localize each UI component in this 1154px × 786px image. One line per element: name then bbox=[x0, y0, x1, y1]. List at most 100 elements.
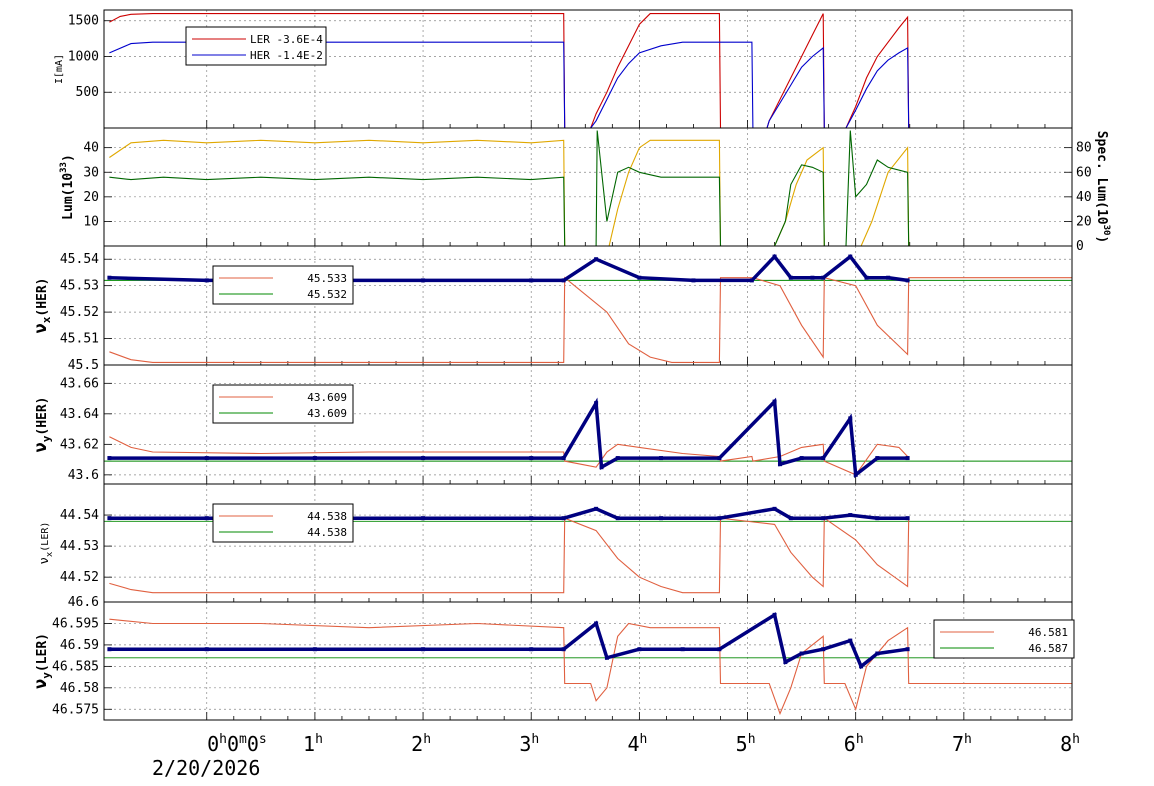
data-point bbox=[107, 456, 112, 461]
legend: 46.581 46.587 bbox=[933, 619, 1075, 659]
data-point bbox=[529, 456, 534, 461]
legend: 44.538 44.538 bbox=[212, 503, 354, 543]
data-point bbox=[561, 516, 566, 521]
x-axis: 0h0m0s 1h 2h 3h 4h 5h 6h 7h 8h 2/20/2026 bbox=[152, 732, 1080, 780]
x-tick-label: 8h bbox=[1060, 732, 1080, 756]
legend: LER -3.6E-4 HER -1.4E-2 bbox=[185, 26, 327, 66]
y-tick-label: 44.54 bbox=[60, 508, 99, 523]
data-point bbox=[107, 275, 112, 280]
data-point bbox=[529, 516, 534, 521]
y-axis-label: Lum(1033) bbox=[59, 154, 76, 220]
data-point bbox=[772, 399, 777, 404]
data-point bbox=[594, 401, 599, 406]
series-line-1 bbox=[109, 436, 908, 476]
legend: 43.609 43.609 bbox=[212, 384, 354, 424]
y2-tick-label: 40 bbox=[1076, 190, 1092, 205]
x-tick-label: 4h bbox=[627, 732, 647, 756]
data-point bbox=[637, 275, 642, 280]
y-tick-label: 1000 bbox=[68, 49, 99, 64]
data-point bbox=[788, 516, 793, 521]
data-point bbox=[691, 278, 696, 283]
data-point bbox=[772, 612, 777, 617]
marker-band bbox=[107, 506, 910, 520]
data-point bbox=[749, 278, 754, 283]
data-point bbox=[561, 456, 566, 461]
data-point bbox=[204, 456, 209, 461]
y-axis-label: νy(LER) bbox=[31, 633, 53, 689]
data-point bbox=[421, 278, 426, 283]
data-point bbox=[594, 506, 599, 511]
y-axis-label: I[mA] bbox=[54, 54, 65, 84]
marker-band bbox=[107, 253, 910, 283]
data-point bbox=[659, 516, 664, 521]
x-tick-label: 0h0m0s bbox=[207, 732, 267, 756]
data-point bbox=[107, 516, 112, 521]
panel-frame bbox=[103, 483, 1073, 603]
legend-label: 46.581 bbox=[1028, 626, 1068, 639]
data-point bbox=[717, 456, 722, 461]
data-point bbox=[659, 456, 664, 461]
y-tick-label: 43.64 bbox=[60, 407, 99, 422]
data-point bbox=[680, 647, 685, 652]
panel-2: 10 20 30 40 0 20 40 60 80 Spec. Lum(1030) Lum(1033… bbox=[59, 127, 1111, 254]
legend-label: 44.538 bbox=[307, 526, 347, 539]
data-point bbox=[875, 651, 880, 656]
panel-frame bbox=[103, 127, 1073, 247]
data-point bbox=[717, 647, 722, 652]
data-point bbox=[788, 275, 793, 280]
data-point bbox=[529, 647, 534, 652]
panel-frame bbox=[103, 601, 1073, 721]
series-line-1 bbox=[109, 139, 1072, 246]
data-point bbox=[886, 275, 891, 280]
series-line-1 bbox=[109, 276, 1072, 363]
legend-label: 45.533 bbox=[307, 272, 347, 285]
data-point bbox=[905, 647, 910, 652]
data-point bbox=[905, 456, 910, 461]
legend-box bbox=[212, 384, 354, 424]
y-tick-label: 10 bbox=[83, 214, 99, 229]
x-tick-label: 2h bbox=[411, 732, 431, 756]
data-point bbox=[599, 465, 604, 470]
data-point bbox=[604, 655, 609, 660]
data-point bbox=[821, 275, 826, 280]
series-markers bbox=[107, 253, 910, 283]
data-point bbox=[637, 647, 642, 652]
y2-tick-label: 60 bbox=[1076, 165, 1092, 180]
legend-label: 43.609 bbox=[307, 391, 347, 404]
y-axis-label: νy(HER) bbox=[31, 396, 53, 452]
y-tick-label: 500 bbox=[76, 85, 99, 100]
data-point bbox=[875, 456, 880, 461]
legend-box bbox=[212, 265, 354, 305]
data-point bbox=[875, 516, 880, 521]
y-tick-label: 40 bbox=[83, 141, 99, 156]
series-markers bbox=[107, 612, 910, 670]
legend-label: 46.587 bbox=[1028, 642, 1068, 655]
y-tick-label: 30 bbox=[83, 165, 99, 180]
data-point bbox=[799, 456, 804, 461]
data-point bbox=[783, 660, 788, 665]
data-point bbox=[777, 462, 782, 467]
y-axis-label: νx(HER) bbox=[31, 277, 53, 333]
series-markers bbox=[107, 397, 910, 479]
y-tick-label: 46.575 bbox=[52, 702, 99, 717]
y-tick-label: 46.585 bbox=[52, 659, 99, 674]
y2-tick-label: 80 bbox=[1076, 141, 1092, 156]
y-tick-label: 43.62 bbox=[60, 437, 99, 452]
legend-box bbox=[212, 503, 354, 543]
data-point bbox=[717, 516, 722, 521]
data-point bbox=[821, 516, 826, 521]
data-point bbox=[594, 621, 599, 626]
y-tick-label: 46.59 bbox=[60, 638, 99, 653]
data-point bbox=[615, 456, 620, 461]
y-tick-label: 45.52 bbox=[60, 305, 99, 320]
legend-label: HER -1.4E-2 bbox=[250, 49, 323, 62]
series-line-1 bbox=[109, 618, 1072, 716]
data-point bbox=[204, 516, 209, 521]
marker-band bbox=[107, 612, 910, 670]
data-point bbox=[848, 416, 853, 421]
series-line-1 bbox=[109, 517, 910, 594]
panel-4: 43.6 43.62 43.64 43.66 νy(HER) 43.609 43.609 bbox=[31, 364, 1073, 485]
series-line-2 bbox=[109, 41, 1072, 128]
